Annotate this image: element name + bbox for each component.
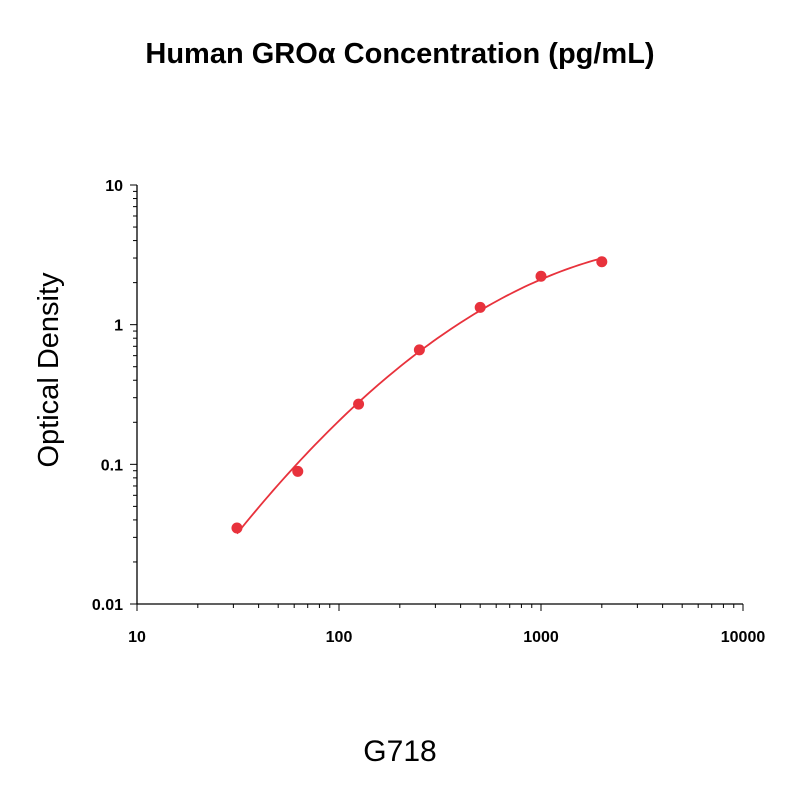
y-tick-label: 0.01 <box>92 597 123 614</box>
data-point <box>292 465 304 477</box>
x-tick-label: 1000 <box>523 629 559 646</box>
fit-curve-group <box>236 257 603 535</box>
data-point <box>413 344 425 356</box>
x-tick-label: 10 <box>128 629 146 646</box>
y-tick-label: 10 <box>105 178 123 195</box>
y-axis-label: Optical Density <box>33 272 65 468</box>
chart-caption: G718 <box>363 735 437 768</box>
data-points <box>231 256 608 534</box>
data-point <box>231 522 243 534</box>
data-point <box>353 398 365 410</box>
fit-curve <box>236 257 603 535</box>
x-tick-label: 10000 <box>721 629 766 646</box>
x-tick-label: 100 <box>326 629 353 646</box>
data-point <box>474 301 486 313</box>
data-point <box>596 256 608 268</box>
data-point <box>535 270 547 282</box>
axes: 10 100 1000 10000 0.01 0.1 1 10 <box>92 178 765 646</box>
chart-title: Human GROα Concentration (pg/mL) <box>145 38 655 70</box>
y-tick-label: 1 <box>114 318 123 335</box>
y-tick-label: 0.1 <box>101 457 123 474</box>
